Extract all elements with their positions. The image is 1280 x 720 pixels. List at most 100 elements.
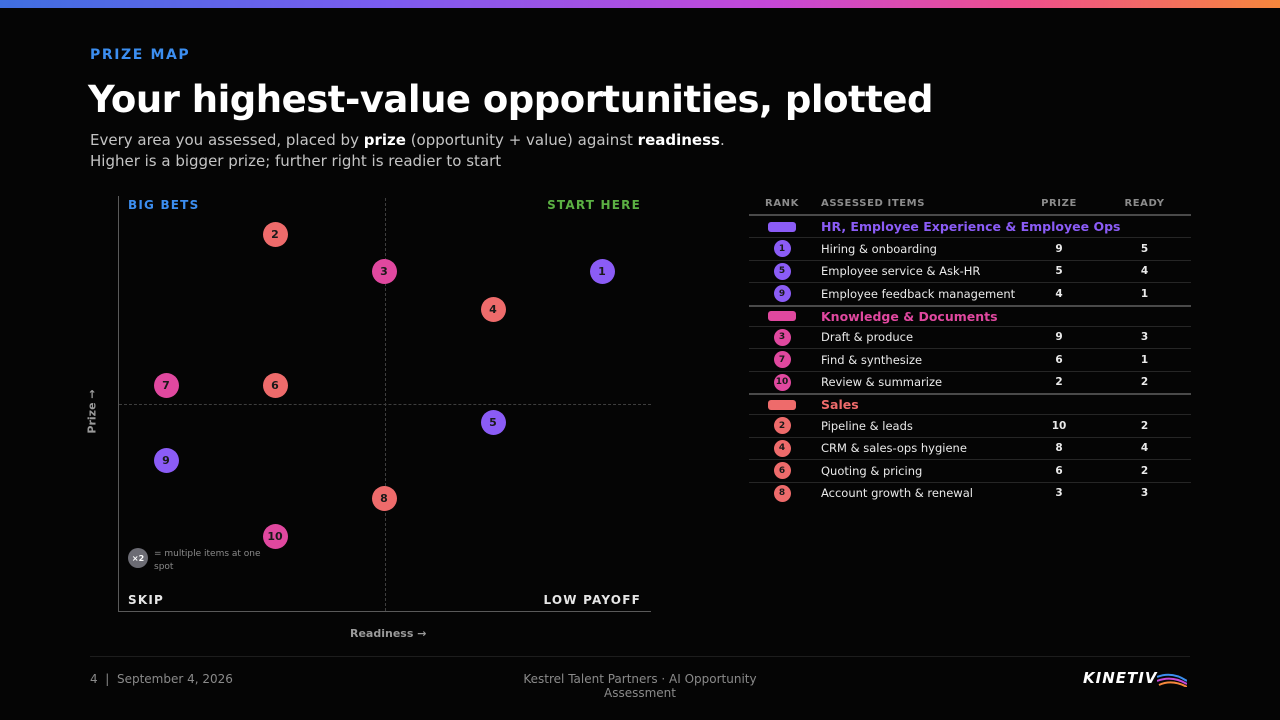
rank-badge: 6 <box>773 462 791 480</box>
x-axis-line <box>118 611 651 612</box>
multi-item-legend-text: = multiple items at one spot <box>154 549 261 572</box>
group-name: Knowledge & Documents <box>821 308 998 324</box>
rank-cell: 7 <box>749 351 815 369</box>
item-name-cell: Account growth & renewal <box>821 486 973 501</box>
multi-item-legend: ×2 = multiple items at one spot <box>128 548 266 574</box>
footer-date: September 4, 2026 <box>116 672 233 686</box>
rank-cell: 10 <box>749 373 815 391</box>
scatter-point: 2 <box>262 221 288 247</box>
rank-badge: 5 <box>773 262 791 280</box>
rank-cell: 5 <box>749 262 815 280</box>
item-name-cell: Find & synthesize <box>821 352 923 367</box>
subtitle-text-e: . <box>719 131 725 149</box>
y-axis-label: Prize → <box>85 389 99 434</box>
kinetiv-logo: KINETIV <box>1083 668 1187 692</box>
rank-badge: 8 <box>773 484 791 502</box>
item-name-cell: Draft & produce <box>821 330 914 345</box>
header-assessed-items: ASSESSED ITEMS <box>821 197 926 209</box>
scatter-point: 1 <box>589 259 615 285</box>
footer-page-info: 4 | September 4, 2026 <box>90 672 233 686</box>
multi-item-badge: ×2 <box>128 548 148 568</box>
rank-cell: 4 <box>749 439 815 457</box>
table-header: RANK ASSESSED ITEMS PRIZE READY <box>749 192 1191 216</box>
prize-cell: 8 <box>1055 442 1063 455</box>
subtitle-emphasis-prize: prize <box>363 131 406 149</box>
prize-cell: 9 <box>1055 331 1063 344</box>
table-row: 4 CRM & sales-ops hygiene 8 4 <box>749 436 1191 460</box>
quadrant-divider-horizontal <box>119 404 651 405</box>
group-color-cell <box>749 399 815 410</box>
group-name: Sales <box>821 397 859 412</box>
rank-cell: 2 <box>749 417 815 435</box>
y-axis-line <box>118 196 119 612</box>
prize-cell: 3 <box>1055 487 1063 500</box>
table-row: 5 Employee service & Ask-HR 5 4 <box>749 259 1191 283</box>
quadrant-divider-vertical <box>385 198 386 611</box>
rank-cell: 3 <box>749 328 815 346</box>
scatter-point: 9 <box>153 448 179 473</box>
group-name: HR, Employee Experience & Employee Ops <box>821 219 1121 234</box>
quadrant-label-start-here: START HERE <box>547 198 641 212</box>
prize-cell: 6 <box>1055 464 1063 477</box>
item-name-cell: Pipeline & leads <box>821 418 913 433</box>
ready-cell: 4 <box>1140 442 1149 455</box>
prize-cell: 9 <box>1055 242 1063 255</box>
ready-cell: 4 <box>1140 265 1149 278</box>
table-row: 10 Review & summarize 2 2 <box>749 370 1191 394</box>
rank-badge: 9 <box>773 285 791 303</box>
table-group-row: HR, Employee Experience & Employee Ops <box>749 216 1191 237</box>
rank-cell: 8 <box>749 484 815 502</box>
prize-cell: 2 <box>1055 376 1063 389</box>
rank-badge: 3 <box>773 328 791 346</box>
table-row: 7 Find & synthesize 6 1 <box>749 348 1191 371</box>
ready-cell: 1 <box>1140 287 1149 300</box>
rank-cell: 6 <box>749 462 815 480</box>
ready-cell: 3 <box>1140 487 1149 500</box>
rank-badge: 4 <box>773 439 791 457</box>
item-name-cell: Employee feedback management <box>821 286 1016 301</box>
scatter-point: 6 <box>262 372 288 398</box>
item-name-cell: Hiring & onboarding <box>821 241 937 256</box>
rank-cell: 1 <box>749 240 815 258</box>
item-name-cell: Quoting & pricing <box>821 463 923 478</box>
scatter-point: 4 <box>480 297 506 322</box>
table-row: 6 Quoting & pricing 6 2 <box>749 459 1191 482</box>
page-number: 4 <box>90 672 98 686</box>
header-prize: PRIZE <box>1041 197 1077 209</box>
subtitle-emphasis-readiness: readiness <box>637 131 720 149</box>
ready-cell: 2 <box>1140 464 1149 477</box>
group-color-cell <box>749 311 815 321</box>
ready-cell: 3 <box>1140 331 1149 344</box>
quadrant-label-big-bets: BIG BETS <box>128 198 200 212</box>
prize-cell: 6 <box>1055 353 1063 366</box>
table-row: 9 Employee feedback management 4 1 <box>749 282 1191 305</box>
rank-badge: 7 <box>773 351 791 369</box>
ready-cell: 5 <box>1140 242 1149 255</box>
logo-swoosh-icon <box>1157 673 1187 687</box>
footer-divider <box>90 656 1190 657</box>
scatter-point: 3 <box>371 259 397 285</box>
subtitle-line-1: Every area you assessed, placed by prize… <box>90 130 790 151</box>
ready-cell: 1 <box>1140 353 1149 366</box>
subtitle-text-a: Every area you assessed, placed by <box>90 131 364 149</box>
scatter-point: 7 <box>153 372 179 398</box>
scatter-point: 8 <box>371 485 397 511</box>
table-body: HR, Employee Experience & Employee Ops 1 H… <box>749 216 1191 504</box>
group-color-chip <box>768 399 796 410</box>
table-group-row: Sales <box>749 393 1191 414</box>
subtitle-text-c: (opportunity + value) against <box>405 131 638 149</box>
prize-cell: 5 <box>1055 265 1063 278</box>
item-name-cell: CRM & sales-ops hygiene <box>821 441 967 456</box>
table-row: 3 Draft & produce 9 3 <box>749 325 1191 349</box>
table-row: 8 Account growth & renewal 3 3 <box>749 481 1191 505</box>
footer-report-name: Kestrel Talent Partners · AI Opportunity… <box>523 672 757 700</box>
scatter-point: 5 <box>480 410 506 436</box>
header-rank: RANK <box>765 197 799 209</box>
ready-cell: 2 <box>1140 419 1149 432</box>
page-subtitle: Every area you assessed, placed by prize… <box>90 130 790 172</box>
page-title: Your highest-value opportunities, plotte… <box>88 78 933 121</box>
assessed-items-table: RANK ASSESSED ITEMS PRIZE READY HR, Empl… <box>749 192 1191 504</box>
rank-badge: 2 <box>773 417 791 435</box>
x-axis-label: Readiness → <box>350 627 427 640</box>
top-gradient-bar <box>0 0 1280 8</box>
